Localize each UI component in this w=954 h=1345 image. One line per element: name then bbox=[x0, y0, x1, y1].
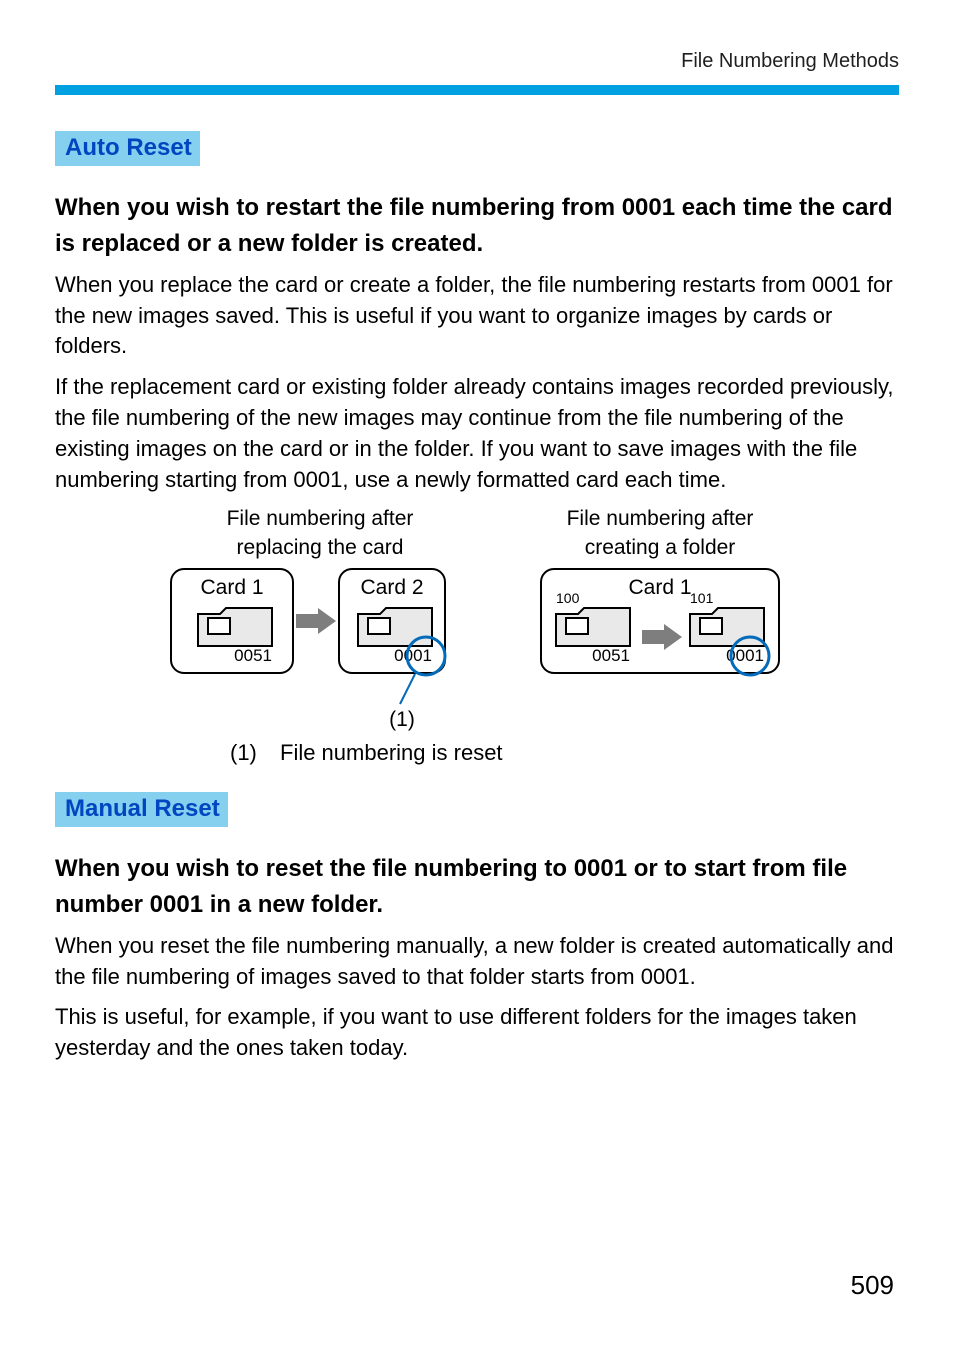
body-auto-2: If the replacement card or existing fold… bbox=[55, 372, 899, 495]
card-1: Card 1 0051 bbox=[170, 568, 294, 674]
section-heading-auto-reset: Auto Reset bbox=[55, 131, 899, 166]
folder-101-name: 101 bbox=[690, 590, 713, 606]
sub-heading-manual: When you wish to reset the file numberin… bbox=[55, 851, 899, 923]
folder-icon bbox=[552, 606, 634, 648]
highlight-ring-icon bbox=[728, 634, 772, 678]
diagram-area: File numbering afterreplacing the card F… bbox=[170, 505, 810, 766]
card-2: Card 2 0001 bbox=[338, 568, 446, 674]
sub-heading-auto: When you wish to restart the file number… bbox=[55, 190, 899, 262]
page-number: 509 bbox=[851, 1270, 894, 1301]
legend-text: File numbering is reset bbox=[280, 740, 503, 766]
diagram-legend: (1) File numbering is reset bbox=[170, 740, 810, 766]
callout-number: (1) bbox=[338, 708, 446, 732]
legend-num: (1) bbox=[230, 740, 280, 766]
arrow-icon bbox=[640, 622, 684, 652]
section-heading-text: Manual Reset bbox=[61, 792, 228, 827]
diagram-title-right: File numbering aftercreating a folder bbox=[510, 505, 810, 562]
card-1-file: 0051 bbox=[194, 646, 276, 666]
card-1-label: Card 1 bbox=[172, 576, 292, 600]
folder-icon bbox=[194, 606, 276, 648]
diagram-title-left: File numbering afterreplacing the card bbox=[170, 505, 470, 562]
card-2-label: Card 2 bbox=[340, 576, 444, 600]
breadcrumb: File Numbering Methods bbox=[55, 50, 899, 73]
folder-100-file: 0051 bbox=[552, 646, 634, 666]
body-manual-2: This is useful, for example, if you want… bbox=[55, 1002, 899, 1064]
hr-bar bbox=[55, 85, 899, 95]
section-heading-text: Auto Reset bbox=[61, 131, 200, 166]
body-auto-1: When you replace the card or create a fo… bbox=[55, 270, 899, 362]
highlight-ring-icon bbox=[404, 634, 448, 678]
section-heading-manual-reset: Manual Reset bbox=[55, 792, 899, 827]
body-manual-1: When you reset the file numbering manual… bbox=[55, 931, 899, 993]
folder-100-name: 100 bbox=[556, 590, 579, 606]
card-right: Card 1 100 0051 bbox=[540, 568, 780, 674]
arrow-icon bbox=[294, 568, 338, 674]
